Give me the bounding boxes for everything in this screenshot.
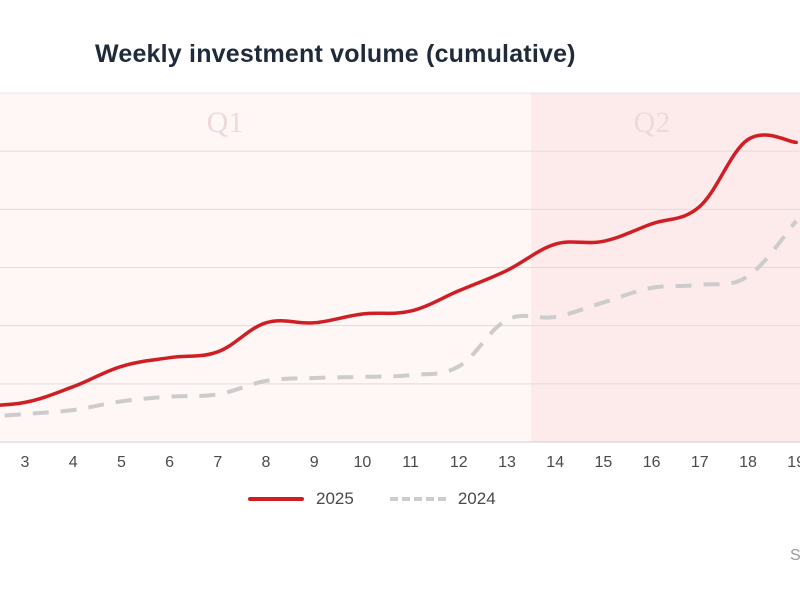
legend-item-2025[interactable]: 2025: [248, 489, 354, 509]
x-tick-label: 6: [165, 454, 174, 471]
series-lines: [0, 133, 798, 418]
quarter-labels: Q1 Q2: [207, 106, 671, 139]
x-tick-label: 5: [117, 454, 126, 471]
x-tick-label: 11: [402, 454, 419, 471]
legend-label-2024: 2024: [457, 489, 496, 508]
x-tick-label: 7: [213, 454, 222, 471]
x-tick-label: 10: [354, 454, 372, 471]
legend: 2025 2024: [248, 489, 532, 509]
quarter-label-q1: Q1: [207, 106, 244, 139]
x-tick-label: 4: [69, 454, 78, 471]
x-tick-label: 17: [691, 454, 709, 471]
chart-title: Weekly investment volume (cumulative): [95, 40, 576, 68]
legend-label-2025: 2025: [316, 489, 354, 508]
source-label: S: [790, 547, 800, 564]
series-line-2024[interactable]: [0, 219, 798, 418]
x-tick-label: 14: [546, 454, 564, 471]
legend-swatch-2024: [389, 497, 446, 501]
gridlines: [0, 92, 800, 443]
x-axis-ticks: 3 4 5 6 7 8 9 10 11 12 13 14 15 16 17 18 19: [21, 454, 800, 471]
quarter-label-q2: Q2: [634, 106, 671, 139]
x-tick-label: 18: [739, 454, 757, 471]
legend-swatch-2025: [248, 497, 304, 501]
x-tick-label: 15: [595, 454, 613, 471]
x-tick-label: 9: [310, 454, 319, 471]
x-tick-label: 16: [643, 454, 661, 471]
legend-item-2024[interactable]: 2024: [389, 489, 496, 509]
x-tick-label: 13: [498, 454, 516, 471]
x-tick-label: 19: [787, 454, 800, 471]
series-line-2025[interactable]: [0, 133, 798, 407]
x-tick-label: 12: [450, 454, 468, 471]
x-tick-label: 8: [262, 454, 271, 471]
x-tick-label: 3: [21, 454, 30, 471]
